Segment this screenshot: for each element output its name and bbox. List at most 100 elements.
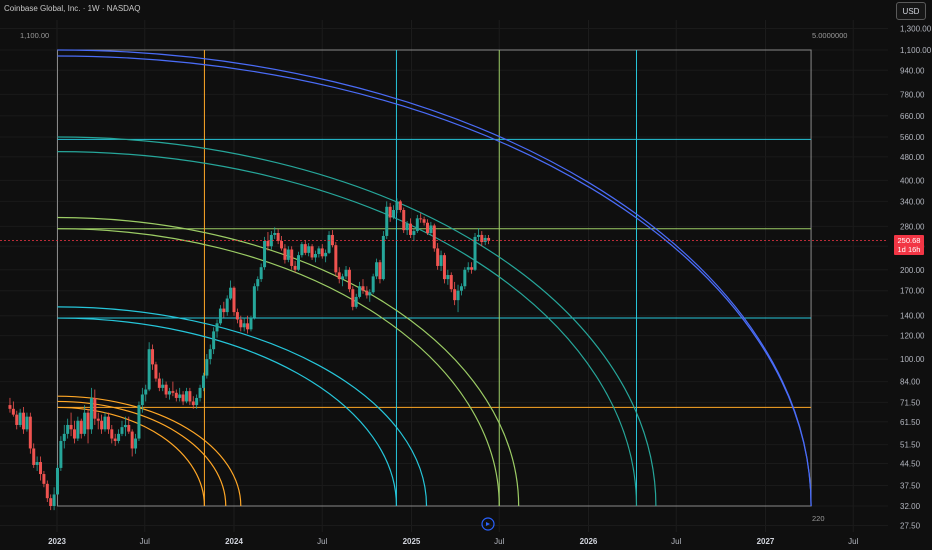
candle-body xyxy=(239,319,243,328)
candle-body xyxy=(412,231,416,235)
candle-body xyxy=(487,237,491,241)
candle-body xyxy=(327,234,331,253)
gann-arc xyxy=(57,136,657,507)
candle-body xyxy=(320,248,324,257)
gann-arc xyxy=(57,317,398,507)
candle-body xyxy=(378,262,382,280)
candle-body xyxy=(256,279,260,287)
gann-arc xyxy=(57,406,206,507)
candle-body xyxy=(446,275,450,280)
candle-body xyxy=(55,467,59,495)
x-tick-label: 2026 xyxy=(580,537,598,546)
candle-body xyxy=(144,389,148,395)
candle-body xyxy=(432,225,436,249)
candle-body xyxy=(184,391,188,402)
candle-body xyxy=(106,416,110,430)
y-tick-label: 84.00 xyxy=(900,378,921,387)
candle-body xyxy=(466,267,470,270)
candle-body xyxy=(263,240,267,268)
replay-icon[interactable] xyxy=(481,517,495,531)
candle-body xyxy=(86,412,90,430)
gann-box[interactable] xyxy=(56,49,812,507)
currency-button[interactable]: USD xyxy=(896,2,926,20)
candle-body xyxy=(249,317,253,330)
candle-body xyxy=(252,286,256,318)
candle-body xyxy=(140,394,144,406)
candle-body xyxy=(317,248,321,255)
candle-body xyxy=(307,246,311,253)
candle-body xyxy=(334,245,338,273)
candle-body xyxy=(280,240,284,249)
gann-arc xyxy=(57,151,638,507)
candle-body xyxy=(130,431,134,449)
y-tick-label: 480.00 xyxy=(900,153,925,162)
candle-body xyxy=(402,209,406,231)
candle-body xyxy=(181,394,185,402)
x-tick-label: 2024 xyxy=(225,537,243,546)
candle-body xyxy=(313,254,317,258)
candle-body xyxy=(123,424,127,428)
y-tick-label: 280.00 xyxy=(900,222,925,231)
candle-body xyxy=(483,237,487,243)
gann-arc xyxy=(57,55,812,507)
gann-arc xyxy=(57,306,428,507)
candle-body xyxy=(83,412,87,434)
candle-body xyxy=(459,286,463,291)
y-tick-label: 120.00 xyxy=(900,332,925,341)
candle-body xyxy=(266,240,270,247)
y-tick-label: 400.00 xyxy=(900,176,925,185)
candle-body xyxy=(368,292,372,296)
candle-body xyxy=(76,420,80,439)
x-tick-label: 2027 xyxy=(757,537,775,546)
candle-body xyxy=(79,420,83,434)
x-tick-label: Jul xyxy=(317,537,327,546)
candle-body xyxy=(337,272,341,280)
candle-body xyxy=(232,287,236,313)
candle-body xyxy=(235,312,239,320)
candle-body xyxy=(225,298,229,313)
y-tick-label: 660.00 xyxy=(900,112,925,121)
candle-body xyxy=(178,394,182,398)
candle-body xyxy=(15,414,19,425)
candle-body xyxy=(310,246,314,258)
candle-body xyxy=(398,201,402,210)
candle-body xyxy=(191,401,195,406)
y-tick-label: 940.00 xyxy=(900,66,925,75)
box-top-left-label: 1,100.00 xyxy=(20,31,49,40)
candle-body xyxy=(89,397,93,430)
candle-body xyxy=(409,223,413,235)
candle-body xyxy=(470,267,474,270)
price-badge: 250.68 1d 16h xyxy=(894,234,924,255)
candle-body xyxy=(147,349,151,390)
candle-body xyxy=(134,438,138,449)
x-tick-label: Jul xyxy=(848,537,858,546)
candle-body xyxy=(35,462,39,465)
candle-body xyxy=(100,420,104,430)
y-tick-label: 780.00 xyxy=(900,90,925,99)
candle-body xyxy=(117,433,121,441)
box-top-right-label: 5.0000000 xyxy=(812,31,847,40)
candle-body xyxy=(137,405,141,439)
candle-body xyxy=(480,234,484,243)
candle-body xyxy=(347,269,351,290)
y-tick-label: 44.50 xyxy=(900,459,921,468)
candle-body xyxy=(205,359,209,376)
candle-body xyxy=(22,412,26,430)
candle-body xyxy=(96,418,100,421)
candle-body xyxy=(18,412,22,425)
candle-body xyxy=(195,397,199,406)
candle-body xyxy=(242,323,246,328)
candle-body xyxy=(188,391,192,402)
candle-body xyxy=(49,498,53,506)
candle-body xyxy=(392,209,396,218)
candle-body xyxy=(358,286,362,297)
candle-body xyxy=(215,323,219,332)
x-tick-label: Jul xyxy=(671,537,681,546)
candle-body xyxy=(300,244,304,256)
candle-body xyxy=(283,248,287,260)
x-tick-label: 2025 xyxy=(403,537,421,546)
candle-body xyxy=(341,276,345,280)
candle-body xyxy=(157,378,161,388)
candle-body xyxy=(120,427,124,434)
